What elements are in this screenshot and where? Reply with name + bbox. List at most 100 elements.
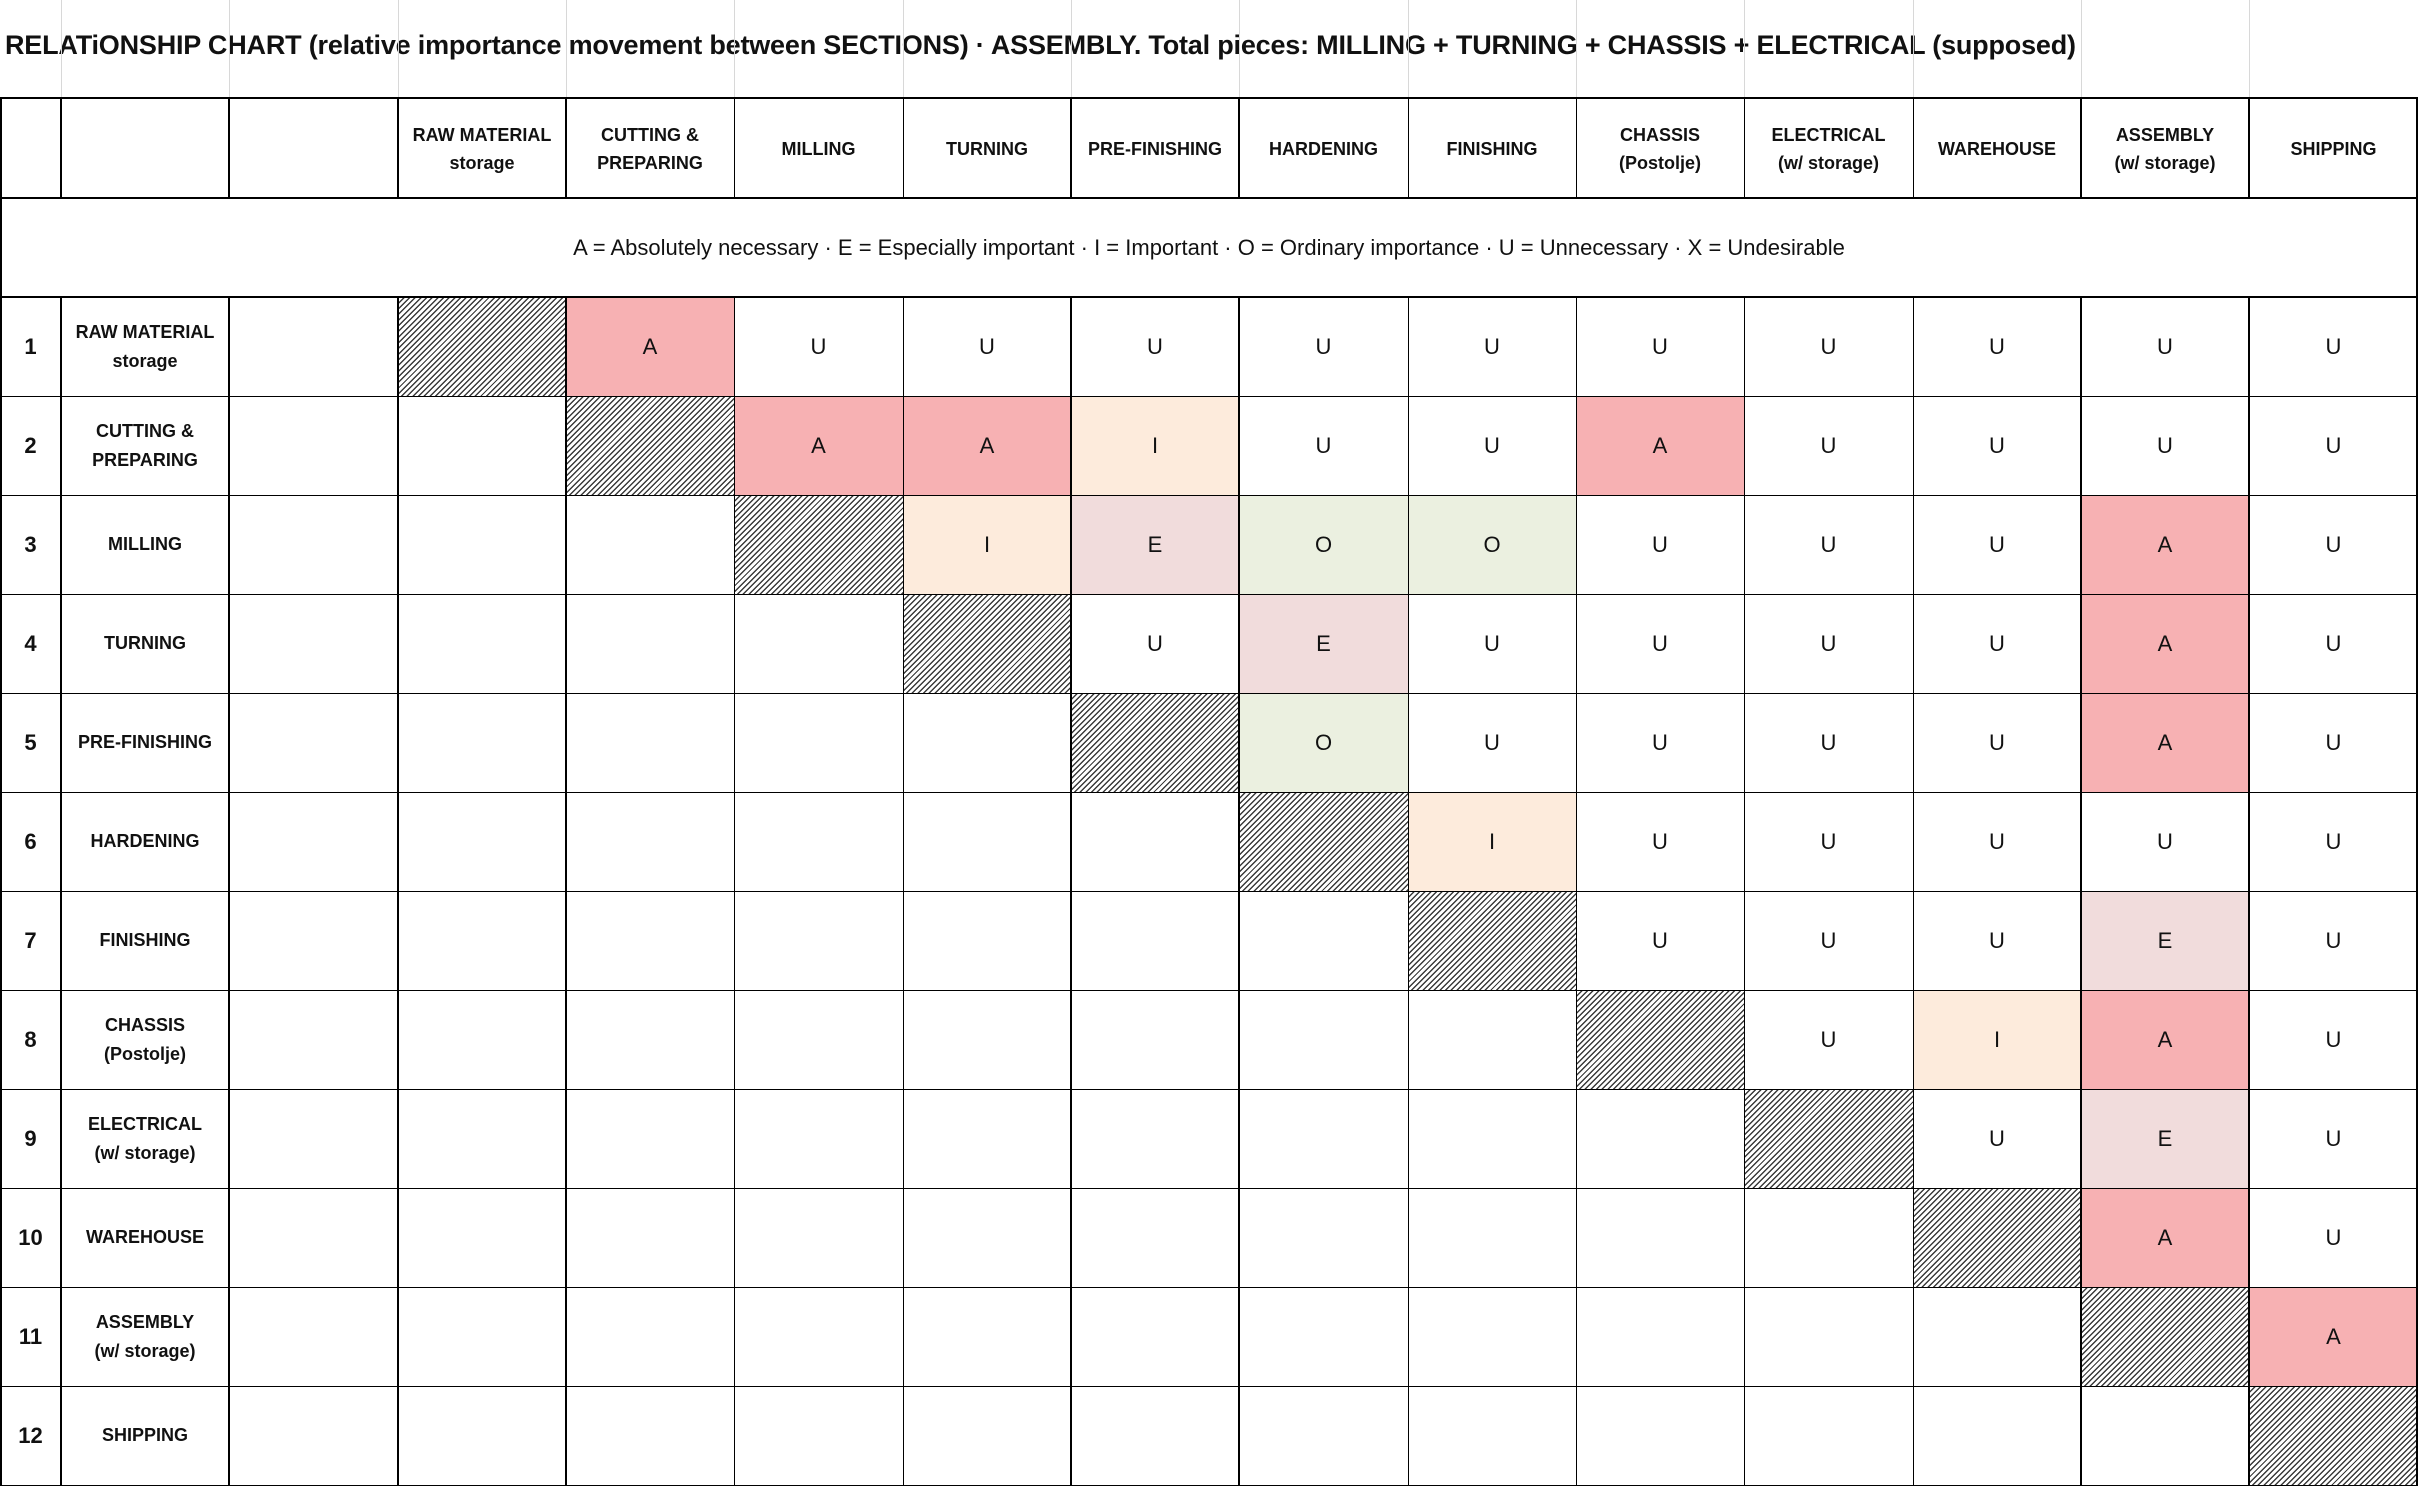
diagonal-hatched-cell: [1071, 693, 1239, 792]
column-header-line: (w/ storage): [2114, 152, 2216, 173]
relationship-cell: [734, 594, 903, 693]
relationship-cell: [566, 891, 734, 990]
column-header-label: TURNING: [946, 135, 1028, 163]
column-header-line: MILLING: [781, 138, 856, 159]
column-header-line: ASSEMBLY: [2115, 124, 2215, 145]
relationship-cell: [1239, 990, 1408, 1089]
relationship-cell: [734, 891, 903, 990]
column-header-label: PRE-FINISHING: [1088, 135, 1222, 163]
title-row-gridline: [2081, 0, 2082, 97]
column-header-line: FINISHING: [1446, 138, 1538, 159]
column-header-line: (Postolje): [1618, 152, 1701, 173]
grid-line: [228, 99, 230, 198]
relationship-cell: [1239, 1089, 1408, 1188]
relationship-cell: [1576, 1386, 1744, 1485]
relationship-cell: [1408, 1089, 1576, 1188]
relationship-cell: [1576, 1287, 1744, 1386]
relationship-cell: U: [1239, 297, 1408, 396]
column-header-line: RAW MATERIAL: [412, 124, 552, 145]
column-header-label: CUTTING & PREPARING: [597, 121, 703, 177]
grid-line: [1913, 297, 1914, 1485]
row-number: 12: [18, 1422, 43, 1448]
relationship-cell: U: [2249, 990, 2418, 1089]
diagonal-hatched-cell: [1744, 1089, 1913, 1188]
grid-line: [1744, 297, 1745, 1485]
relationship-cell: U: [1913, 594, 2081, 693]
relationship-cell: [1239, 891, 1408, 990]
grid-line: [903, 297, 904, 1485]
relationship-cell: [398, 396, 566, 495]
row-name-label: HARDENING: [90, 827, 199, 856]
grid-line: [0, 296, 2418, 298]
grid-line: [1744, 99, 1745, 198]
row-name-label: FINISHING: [99, 926, 190, 955]
grid-line: [60, 99, 62, 198]
column-header: TURNING: [903, 99, 1071, 198]
relationship-cell: U: [1576, 792, 1744, 891]
column-header: CUTTING & PREPARING: [566, 99, 734, 198]
relationship-cell: U: [2249, 594, 2418, 693]
diagonal-hatched-cell: [1576, 990, 1744, 1089]
grid-line: [565, 297, 567, 1485]
relationship-cell: A: [2081, 495, 2249, 594]
relationship-cell: U: [1408, 396, 1576, 495]
legend-row: A = Absolutely necessary · E = Especiall…: [0, 198, 2418, 297]
relationship-cell: [398, 792, 566, 891]
title-row-gridline: [2249, 0, 2250, 97]
relationship-cell: U: [1744, 594, 1913, 693]
relationship-cell: [903, 1386, 1071, 1485]
row-name-line: (Postolje): [103, 1043, 186, 1064]
row-number: 7: [24, 927, 37, 953]
relationship-cell: [1239, 1188, 1408, 1287]
relationship-cell: U: [1744, 396, 1913, 495]
title-row-gridline: [61, 0, 62, 97]
relationship-cell: U: [1576, 297, 1744, 396]
relationship-cell: [398, 495, 566, 594]
row-name-line: PREPARING: [92, 449, 198, 470]
grid-line: [2080, 297, 2082, 1485]
relationship-cell: U: [1576, 594, 1744, 693]
relationship-cell: [1744, 1386, 1913, 1485]
relationship-cell: [903, 792, 1071, 891]
chart-title: RELATiONSHIP CHART (relative importance …: [5, 30, 2076, 60]
relationship-cell: A: [2081, 594, 2249, 693]
relationship-cell: U: [1576, 891, 1744, 990]
relationship-cell: A: [2081, 693, 2249, 792]
title-row-gridline: [734, 0, 735, 97]
title-row-gridline: [1576, 0, 1577, 97]
relationship-cell: [2081, 1386, 2249, 1485]
grid-line: [0, 396, 2418, 397]
row-name: HARDENING: [61, 792, 229, 891]
diagonal-hatched-cell: [1239, 792, 1408, 891]
column-header-line: ELECTRICAL: [1771, 124, 1886, 145]
relationship-cell: U: [1744, 693, 1913, 792]
relationship-cell: U: [1913, 1089, 2081, 1188]
title-row-gridline: [1071, 0, 1072, 97]
row-name-label: PRE-FINISHING: [78, 728, 212, 757]
row-number: 10: [18, 1224, 43, 1250]
grid-line: [1576, 297, 1577, 1485]
relationship-cell: I: [903, 495, 1071, 594]
grid-line: [2416, 99, 2418, 1485]
relationship-cell: [566, 1287, 734, 1386]
title-row-gridline: [1913, 0, 1914, 97]
diagonal-hatched-cell: [2081, 1287, 2249, 1386]
column-header-label: CHASSIS (Postolje): [1619, 121, 1701, 177]
relationship-cell: A: [734, 396, 903, 495]
relationship-cell: [1071, 792, 1239, 891]
relationship-cell: [398, 1287, 566, 1386]
relationship-cell: U: [2249, 495, 2418, 594]
relationship-cell: [398, 693, 566, 792]
row-name-label: CHASSIS (Postolje): [104, 1011, 186, 1069]
relationship-cell: U: [2249, 693, 2418, 792]
relationship-cell: [734, 990, 903, 1089]
row-name-line: ELECTRICAL: [88, 1113, 202, 1134]
row-name-line: MILLING: [108, 534, 182, 554]
relationship-cell: [566, 792, 734, 891]
relationship-cell: U: [1744, 990, 1913, 1089]
row-name-label: ASSEMBLY (w/ storage): [94, 1308, 195, 1366]
row-name: PRE-FINISHING: [61, 693, 229, 792]
row-name: ELECTRICAL (w/ storage): [61, 1089, 229, 1188]
title-row: RELATiONSHIP CHART (relative importance …: [0, 0, 2418, 99]
relationship-cell: [1408, 1188, 1576, 1287]
